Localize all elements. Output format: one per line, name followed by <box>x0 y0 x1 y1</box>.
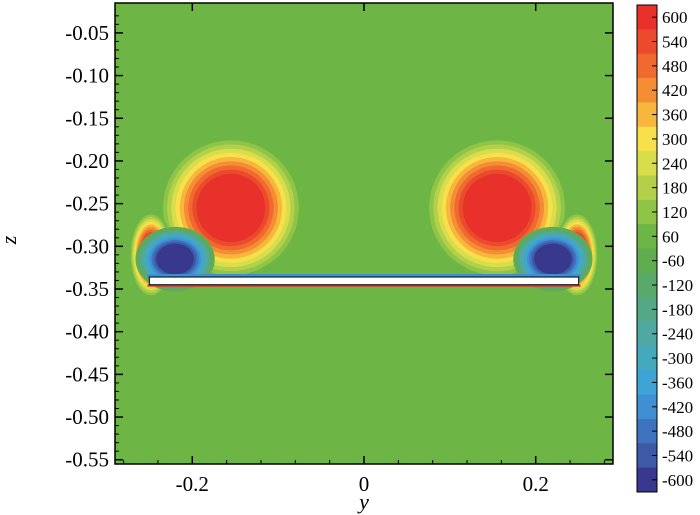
colorbar-swatch <box>637 467 657 493</box>
secondary-vortex-contour-neg600 <box>534 243 572 275</box>
colorbar-label: -480 <box>662 422 693 441</box>
colorbar-swatch <box>637 29 657 55</box>
y-tick-label: 0.2 <box>523 472 549 496</box>
colorbar-label: -540 <box>662 446 693 465</box>
z-tick-label: -0.40 <box>65 320 109 344</box>
z-tick-label: -0.30 <box>65 234 109 258</box>
colorbar-frame <box>636 4 658 493</box>
plate-shear-layer <box>147 274 581 278</box>
plate-underside-layer <box>147 284 581 287</box>
z-tick-label: -0.25 <box>65 192 109 216</box>
colorbar-label: -420 <box>662 398 693 417</box>
y-axis-label: z <box>0 235 21 245</box>
y-tick-label: -0.2 <box>176 472 209 496</box>
colorbar-label: -120 <box>662 276 693 295</box>
z-tick-label: -0.35 <box>65 277 109 301</box>
y-axis: -0.2 0 0.2 <box>123 3 605 496</box>
colorbar-label: 300 <box>662 130 688 149</box>
colorbar-swatch <box>637 151 657 176</box>
colorbar-swatch <box>637 443 657 469</box>
z-tick-label: -0.20 <box>65 149 109 173</box>
colorbar-label: -300 <box>662 349 693 368</box>
x-axis-label: y <box>357 489 369 514</box>
colorbar-swatch <box>637 394 657 420</box>
colorbar-swatch <box>637 370 657 395</box>
colorbar-label: -360 <box>662 373 693 392</box>
colorbar-swatch <box>637 78 657 103</box>
colorbar-label: 420 <box>662 81 688 100</box>
z-tick-label: -0.50 <box>65 405 109 429</box>
z-tick-label: -0.45 <box>65 362 109 386</box>
colorbar-label: 60 <box>662 227 679 246</box>
vortex-contour-pos600 <box>462 173 532 243</box>
secondary-vortex-contour-neg600 <box>156 243 194 275</box>
vortex-contour-pos600 <box>196 173 266 243</box>
y-tick-label: 0 <box>359 472 370 496</box>
colorbar-swatch <box>637 126 657 152</box>
z-axis: -0.05 -0.10 -0.15 -0.20 -0.25 -0.30 -0.35 -0.40… <box>65 15 613 472</box>
colorbar-label: -180 <box>662 300 693 319</box>
colorbar-label: 240 <box>662 154 688 173</box>
plot-area <box>114 2 614 465</box>
contour-layer <box>129 136 599 298</box>
colorbar-swatch <box>637 199 657 225</box>
colorbar-swatch <box>637 248 657 274</box>
colorbar-label: 360 <box>662 106 688 125</box>
colorbar-label: 600 <box>662 8 688 27</box>
colorbar-label: 480 <box>662 57 688 76</box>
colorbar-swatch <box>637 418 657 444</box>
colorbar-label: 120 <box>662 203 688 222</box>
colorbar-label: -60 <box>662 252 685 271</box>
colorbar-swatch <box>637 321 657 347</box>
colorbar-swatch <box>637 5 657 30</box>
colorbar-label: 540 <box>662 33 688 52</box>
z-tick-label: -0.15 <box>65 106 109 130</box>
colorbar-swatch <box>637 224 657 249</box>
colorbar-swatch <box>637 297 657 322</box>
colorbar-swatch <box>637 175 657 201</box>
colorbar-swatch <box>637 345 657 371</box>
colorbar-swatch <box>637 102 657 128</box>
z-tick-label: -0.05 <box>65 21 109 45</box>
z-tick-label: -0.10 <box>65 64 109 88</box>
z-tick-label: -0.55 <box>65 448 109 472</box>
colorbar-swatch <box>637 53 657 79</box>
colorbar-label: 180 <box>662 179 688 198</box>
colorbar-label: -240 <box>662 325 693 344</box>
colorbar-swatch <box>637 272 657 298</box>
plate <box>148 276 580 286</box>
colorbar: 600 540 480 420 360 300 240 180 120 60 -60 -120 -180… <box>636 4 693 493</box>
colorbar-label: -600 <box>662 471 693 490</box>
